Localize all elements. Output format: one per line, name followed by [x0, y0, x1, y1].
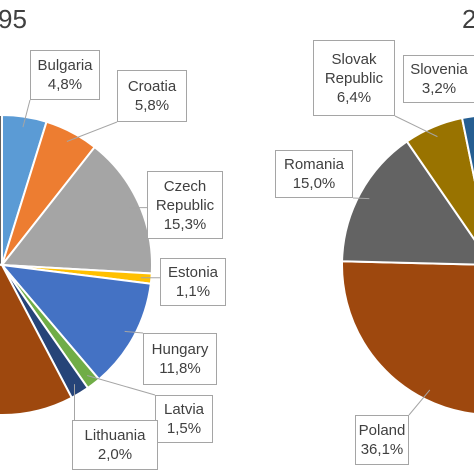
leader-line — [352, 197, 370, 200]
value-label: 6,4% — [336, 88, 372, 106]
leader-line — [87, 375, 156, 396]
pie-slice — [0, 145, 153, 275]
pie-slice — [0, 263, 74, 416]
category-label: Hungary — [151, 341, 209, 358]
category-label: Czech Republic — [155, 177, 215, 214]
chart-title: 95 — [0, 4, 27, 34]
data-label: Romania 15,0% — [275, 150, 353, 198]
data-label: Slovenia 3,2% — [403, 55, 474, 103]
value-label: 15,0% — [292, 175, 336, 192]
data-label: Slovak Republic 6,4% — [313, 40, 395, 116]
category-label: Romania — [283, 156, 345, 173]
value-label: 11,8% — [159, 360, 201, 377]
pie-slice — [0, 113, 3, 267]
leader-line — [394, 115, 438, 138]
value-label: 5,8% — [134, 97, 170, 114]
leader-line — [22, 99, 31, 128]
chart-title: 2 — [462, 4, 474, 34]
value-label: 15,3% — [163, 215, 207, 233]
leader-line — [408, 389, 431, 416]
value-label: 3,2% — [421, 80, 457, 97]
category-label: Estonia — [167, 264, 219, 281]
pie-slice — [460, 115, 474, 182]
data-label: Latvia 1,5% — [155, 395, 213, 443]
category-label: Latvia — [163, 401, 205, 418]
data-label: Bulgaria 4,8% — [30, 50, 100, 100]
data-label: Estonia 1,1% — [160, 258, 226, 306]
value-label: 1,5% — [166, 420, 202, 437]
data-label: Croatia 5,8% — [117, 70, 187, 122]
leader-line — [124, 330, 144, 334]
data-label: Czech Republic 15,3% — [147, 171, 223, 239]
value-label: 4,8% — [47, 76, 83, 93]
value-label: 1,1% — [175, 283, 211, 300]
category-label: Slovak Republic — [324, 50, 384, 87]
data-label: Hungary 11,8% — [143, 333, 217, 385]
data-label: Poland 36,1% — [355, 415, 409, 465]
pie-slice — [341, 260, 474, 415]
pie-slice — [0, 263, 152, 381]
leader-line — [66, 121, 118, 142]
data-label: Lithuania 2,0% — [72, 420, 158, 470]
value-label: 36,1% — [360, 441, 404, 458]
category-label: Slovenia — [410, 61, 468, 78]
value-label: 2,0% — [97, 446, 133, 463]
pie-slice — [341, 140, 474, 266]
category-label: Croatia — [127, 78, 177, 95]
category-label: Poland — [358, 422, 406, 439]
category-label: Bulgaria — [37, 57, 93, 74]
category-label: Lithuania — [84, 427, 146, 444]
